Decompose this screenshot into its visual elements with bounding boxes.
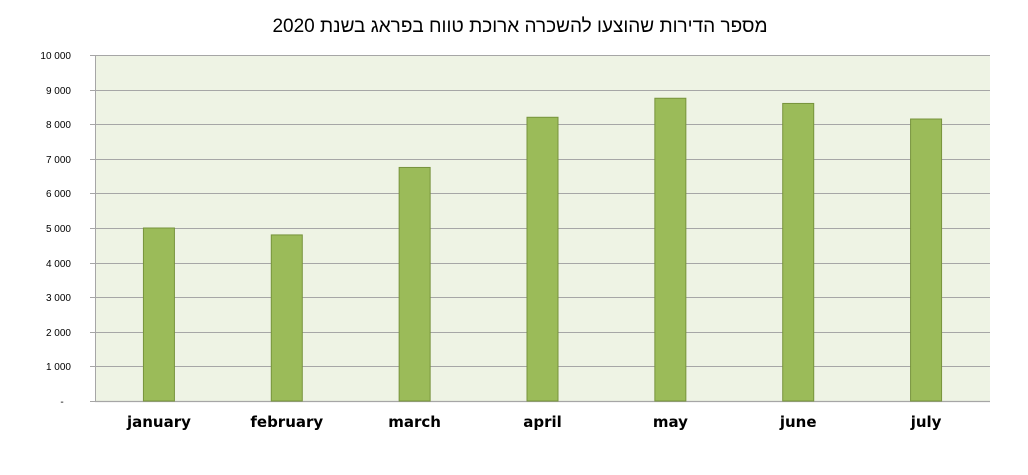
bar-february	[270, 234, 303, 402]
bar-may	[654, 97, 687, 402]
y-tick-label: -	[60, 397, 63, 408]
y-tick-label: 2 000	[46, 328, 71, 339]
bar-july	[910, 118, 943, 402]
x-label-march: march	[388, 413, 441, 431]
y-tick-label: 8 000	[46, 120, 71, 131]
y-tick-label: 5 000	[46, 224, 71, 235]
y-tick-label: 7 000	[46, 155, 71, 166]
x-label-june: june	[779, 413, 817, 431]
y-tick-label: 1 000	[46, 362, 71, 373]
bar-march	[398, 166, 431, 402]
x-label-february: february	[250, 413, 323, 431]
y-tick-label: 3 000	[46, 293, 71, 304]
x-label-april: april	[523, 413, 562, 431]
x-label-may: may	[653, 413, 688, 431]
x-label-january: january	[126, 413, 191, 431]
x-label-july: july	[910, 413, 942, 431]
bar-june	[782, 102, 815, 402]
bar-january	[142, 227, 175, 402]
bar-april	[526, 116, 559, 402]
chart-title: מספר הדירות שהוצעו להשכרה ארוכת טווח בפר…	[272, 16, 768, 37]
x-axis-category-labels: january february march april may june july	[126, 413, 942, 431]
y-tick-label: 10 000	[40, 51, 71, 62]
bars	[142, 97, 943, 402]
y-axis-tick-labels: - 1 000 2 000 3 000 4 000 5 000 6 000 7 000 8 00…	[40, 51, 71, 408]
y-tick-label: 9 000	[46, 86, 71, 97]
y-tick-label: 6 000	[46, 189, 71, 200]
y-tick-label: 4 000	[46, 259, 71, 270]
